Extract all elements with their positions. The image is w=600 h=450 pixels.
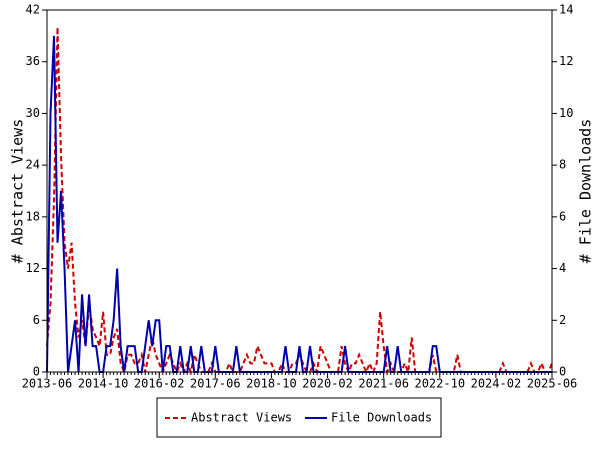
y-tick-label: 24 — [26, 158, 40, 172]
x-tick-label: 2013-06 — [22, 377, 73, 391]
x-tick-label: 2020-02 — [302, 377, 353, 391]
x-tick-label: 2022-10 — [414, 377, 465, 391]
y-tick-label: 42 — [26, 3, 40, 17]
y-tick-label: 30 — [26, 106, 40, 120]
x-tick-label: 2014-10 — [78, 377, 129, 391]
y-axis-title: # Abstract Views — [9, 119, 27, 264]
y-tick-label: 0 — [33, 365, 40, 379]
x-tick-label: 2025-06 — [527, 377, 578, 391]
y2-tick-label: 2 — [559, 313, 566, 327]
x-tick-label: 2024-02 — [471, 377, 522, 391]
y-tick-label: 6 — [33, 313, 40, 327]
y2-tick-label: 8 — [559, 158, 566, 172]
x-tick-label: 2016-02 — [134, 377, 185, 391]
legend-box — [156, 397, 442, 438]
y2-tick-label: 0 — [559, 365, 566, 379]
y2-tick-label: 14 — [559, 3, 573, 17]
y2-tick-label: 4 — [559, 261, 566, 275]
y-tick-label: 36 — [26, 54, 40, 68]
y-tick-label: 12 — [26, 261, 40, 275]
y2-axis-title: # File Downloads — [577, 119, 595, 264]
series-line — [46, 35, 552, 373]
x-tick-label: 2017-06 — [190, 377, 241, 391]
series-line — [46, 27, 553, 376]
y2-tick-label: 10 — [559, 106, 573, 120]
x-tick-label: 2018-10 — [246, 377, 297, 391]
legend-label: Abstract Views — [191, 411, 292, 425]
y-tick-label: 18 — [26, 209, 40, 223]
legend-label: File Downloads — [331, 411, 432, 425]
x-tick-label: 2021-06 — [358, 377, 409, 391]
y2-tick-label: 12 — [559, 54, 573, 68]
plot-frame — [46, 9, 553, 373]
y2-tick-label: 6 — [559, 209, 566, 223]
